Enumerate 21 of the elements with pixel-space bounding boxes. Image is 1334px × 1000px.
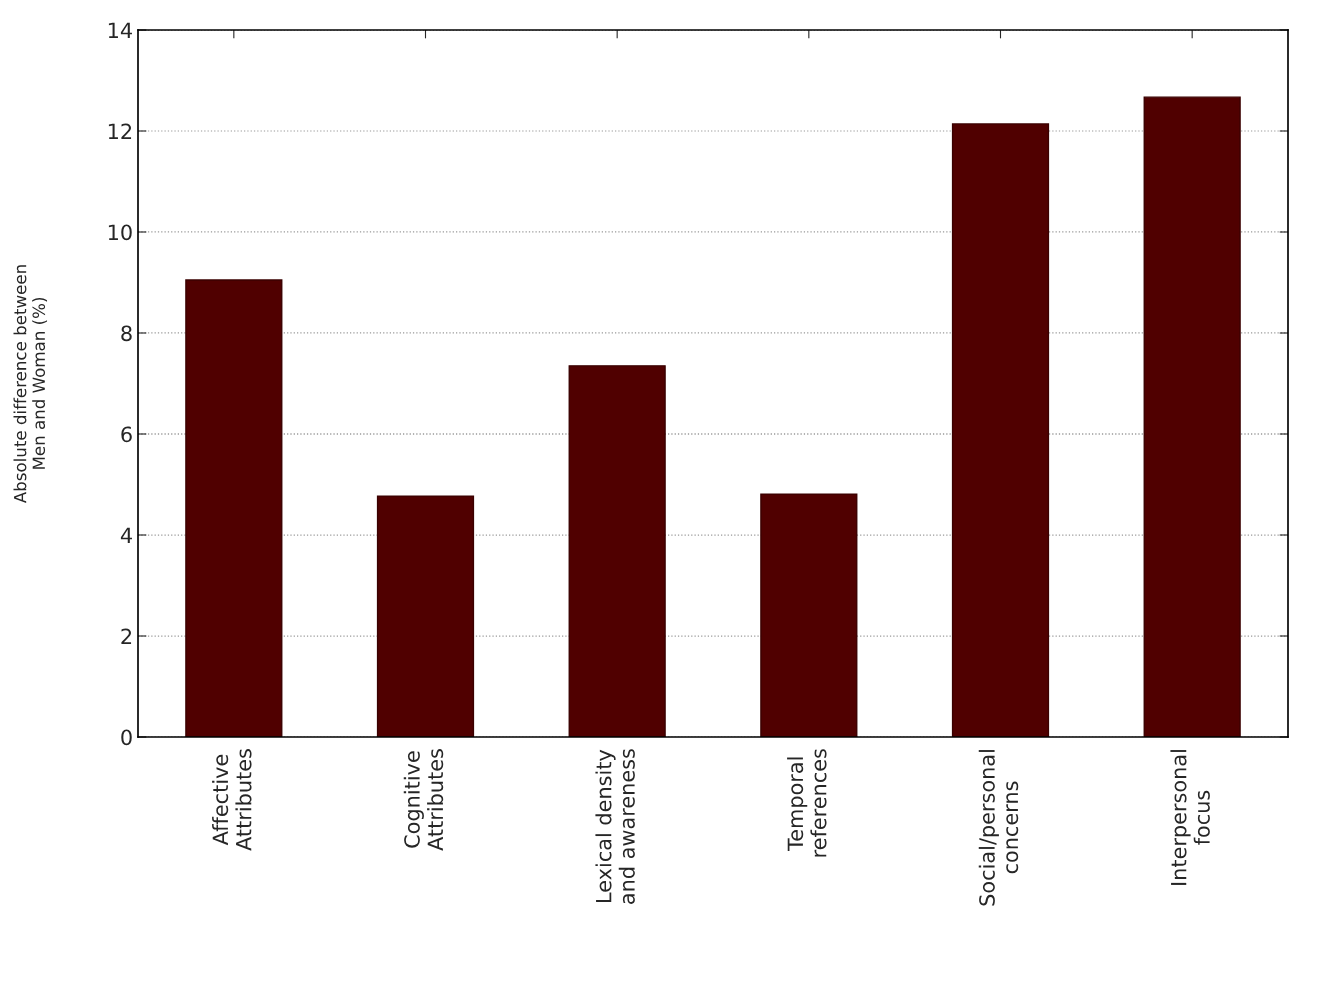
bar bbox=[1143, 96, 1241, 737]
y-tick-label: 4 bbox=[120, 527, 132, 543]
bar bbox=[951, 123, 1050, 737]
bar bbox=[760, 493, 858, 737]
bar bbox=[568, 365, 666, 737]
y-tick-label: 0 bbox=[121, 729, 132, 746]
x-tick-label: Cognitive Attributes bbox=[403, 749, 444, 851]
y-axis-title: Absolute difference between Men and Woman (%) bbox=[13, 265, 48, 504]
x-tick-label: Social/personal concerns bbox=[978, 750, 1019, 906]
y-tick-label: 8 bbox=[121, 325, 132, 342]
y-tick-label: 2 bbox=[121, 628, 132, 644]
x-tick-label: Interpersonal focus bbox=[1170, 750, 1210, 885]
y-tick-label: 12 bbox=[108, 123, 132, 139]
y-tick-label: 10 bbox=[108, 224, 132, 241]
y-tick-label: 14 bbox=[108, 22, 132, 38]
y-tick-label: 6 bbox=[121, 426, 132, 443]
bar bbox=[185, 279, 283, 737]
x-tick-label: Lexical density and awareness bbox=[595, 749, 635, 904]
x-tick-label: Affective Attributes bbox=[212, 749, 252, 851]
bar bbox=[376, 495, 475, 737]
x-tick-label: Temporal references bbox=[787, 749, 827, 857]
